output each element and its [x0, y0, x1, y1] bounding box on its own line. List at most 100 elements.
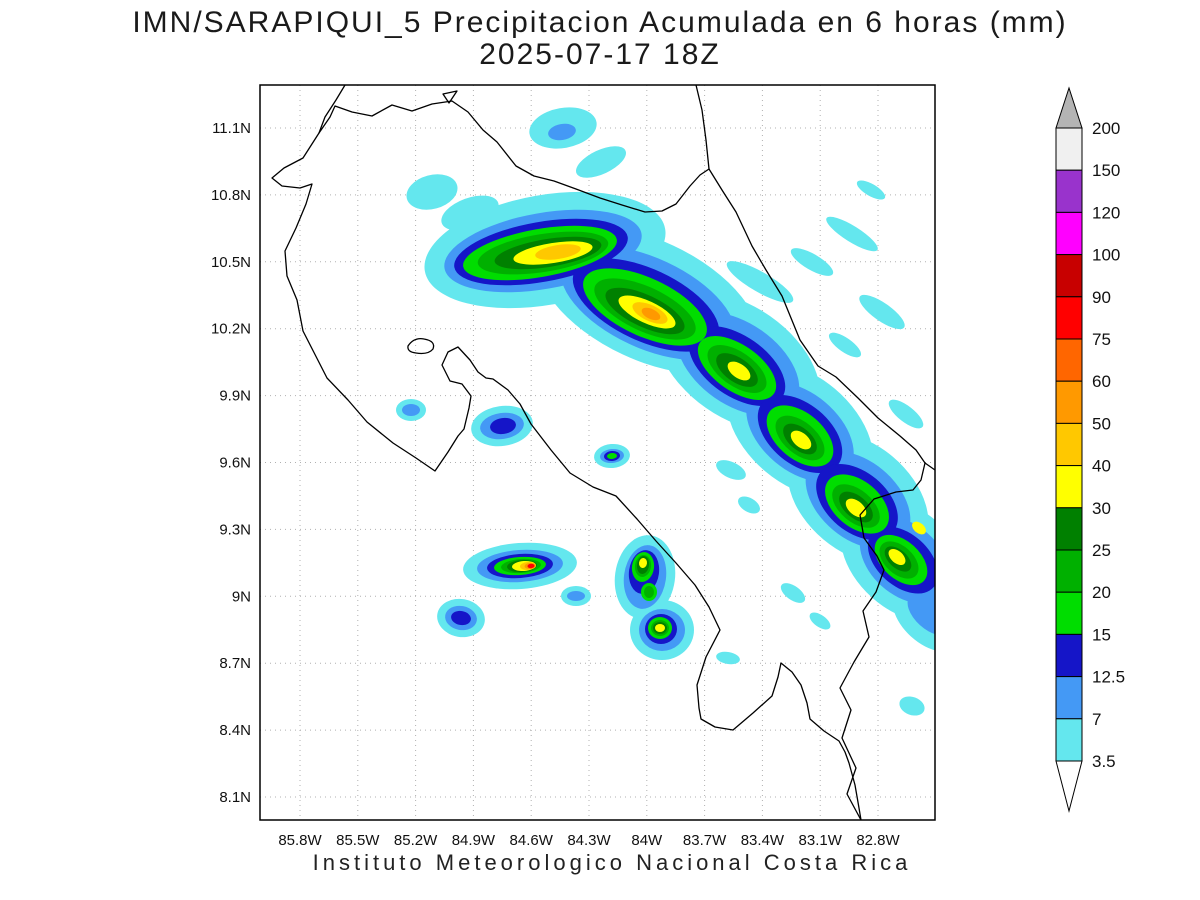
nicaragua-border: [318, 100, 710, 213]
footer-caption: Instituto Meteorologico Nacional Costa R…: [313, 850, 912, 875]
y-tick-label: 10.2N: [211, 321, 251, 338]
colorbar-over-triangle: [1055, 86, 1083, 129]
precip-cell: [726, 261, 794, 303]
precip-cell: [441, 195, 499, 231]
axis-layer: 85.8W 85.5W 85.2W 84.9W 84.6W 84.3W 84W 83.7W 83…: [211, 120, 901, 849]
x-tick-label: 85.2W: [394, 832, 438, 849]
precip-cell: [727, 361, 751, 381]
colorbar-segment: [1055, 676, 1083, 720]
x-tick-label: 83.1W: [799, 832, 843, 849]
chart-title-line1: IMN/SARAPIQUI_5 Precipitacion Acumulada …: [132, 6, 1067, 39]
precip-cell: [899, 696, 925, 716]
precip-cell: [638, 558, 648, 568]
colorbar-label: 3.5: [1092, 752, 1116, 771]
colorbar-legend: 200 150 120 100 90 75 60 50 40 30 25 20 15 12.5 7 3.5: [1055, 86, 1125, 813]
colorbar-segment: [1055, 254, 1083, 298]
precip-cell: [548, 123, 576, 141]
colorbar-segment: [1055, 507, 1083, 551]
colorbar-label: 120: [1092, 203, 1120, 222]
precip-cell: [780, 583, 806, 603]
colorbar-label: 200: [1092, 119, 1120, 138]
colorbar-segment: [1055, 591, 1083, 635]
map-layer: [271, 85, 935, 820]
chart-title-line2: 2025-07-17 18Z: [479, 38, 721, 71]
colorbar-label: 60: [1092, 372, 1111, 391]
colorbar-segment: [1055, 127, 1083, 171]
y-tick-label: 8.4N: [219, 722, 251, 739]
precip-cell: [655, 624, 665, 632]
colorbar-segment: [1055, 549, 1083, 593]
colorbar-label: 30: [1092, 499, 1111, 518]
plot-frame: [259, 84, 936, 821]
colorbar-segment: [1055, 338, 1083, 382]
y-tick-label: 9N: [232, 588, 251, 605]
colorbar-label: 50: [1092, 414, 1111, 433]
colorbar-label: 40: [1092, 457, 1111, 476]
precip-cell: [845, 498, 867, 518]
precip-cell: [888, 399, 924, 429]
x-tick-label: 84W: [631, 832, 663, 849]
precip-cell: [402, 404, 420, 416]
precip-cell: [907, 592, 935, 636]
x-tick-label: 84.6W: [510, 832, 554, 849]
panama-border: [839, 462, 926, 820]
colorbar-segment: [1055, 169, 1083, 213]
colorbar-label: 150: [1092, 161, 1120, 180]
x-tick-label: 82.8W: [856, 832, 900, 849]
x-tick-label: 83.7W: [683, 832, 727, 849]
colorbar-label: 90: [1092, 288, 1111, 307]
colorbar-segment: [1055, 718, 1083, 762]
precip-cell: [527, 563, 535, 569]
lake-triangle-marker: [442, 90, 458, 104]
precip-cell: [406, 174, 458, 210]
colorbar-label: 12.5: [1092, 668, 1125, 687]
precip-cell: [912, 521, 926, 535]
precip-cell: [576, 146, 626, 178]
precip-cell: [738, 496, 760, 514]
colorbar-label: 7: [1092, 710, 1101, 729]
chira-island-outline: [407, 338, 435, 355]
y-tick-label: 8.1N: [219, 789, 251, 806]
precip-cell: [888, 548, 906, 566]
precip-cell: [790, 430, 812, 450]
x-tick-label: 85.5W: [336, 832, 380, 849]
precip-cell: [716, 651, 740, 665]
precip-cell: [790, 248, 834, 276]
caribbean-coastline: [695, 85, 935, 471]
colorbar-label: 100: [1092, 246, 1120, 265]
colorbar-segment: [1055, 296, 1083, 340]
y-tick-label: 10.5N: [211, 254, 251, 271]
pacific-coastline: [271, 85, 862, 820]
precip-cell: [490, 417, 516, 435]
x-tick-label: 84.3W: [567, 832, 611, 849]
colorbar-label: 20: [1092, 583, 1111, 602]
y-tick-label: 8.7N: [219, 655, 251, 672]
precip-cell: [644, 586, 654, 598]
x-tick-label: 83.4W: [741, 832, 785, 849]
precip-cell: [856, 180, 886, 200]
precip-cell: [451, 610, 471, 626]
precip-cell: [567, 591, 585, 601]
colorbar-label: 25: [1092, 541, 1111, 560]
precip-cell: [535, 244, 581, 260]
colorbar-under-triangle: [1055, 760, 1083, 813]
colorbar-segment: [1055, 633, 1083, 678]
precip-cell: [607, 452, 617, 460]
colorbar-segment: [1055, 380, 1083, 424]
colorbar-label: 75: [1092, 330, 1111, 349]
y-tick-label: 11.1N: [212, 120, 251, 137]
x-tick-label: 85.8W: [278, 832, 322, 849]
y-tick-label: 9.9N: [219, 388, 251, 405]
precip-cell: [859, 294, 905, 330]
y-tick-label: 10.8N: [211, 187, 251, 204]
colorbar-segment: [1055, 211, 1083, 256]
colorbar-segment: [1055, 465, 1083, 509]
y-tick-label: 9.3N: [219, 521, 251, 538]
precip-cell: [641, 307, 661, 321]
precipitation-contour-layer: [396, 107, 935, 716]
precip-cell: [716, 460, 746, 480]
colorbar-segment: [1055, 422, 1083, 467]
y-tick-label: 9.6N: [219, 455, 251, 472]
colorbar-label: 15: [1092, 625, 1111, 644]
